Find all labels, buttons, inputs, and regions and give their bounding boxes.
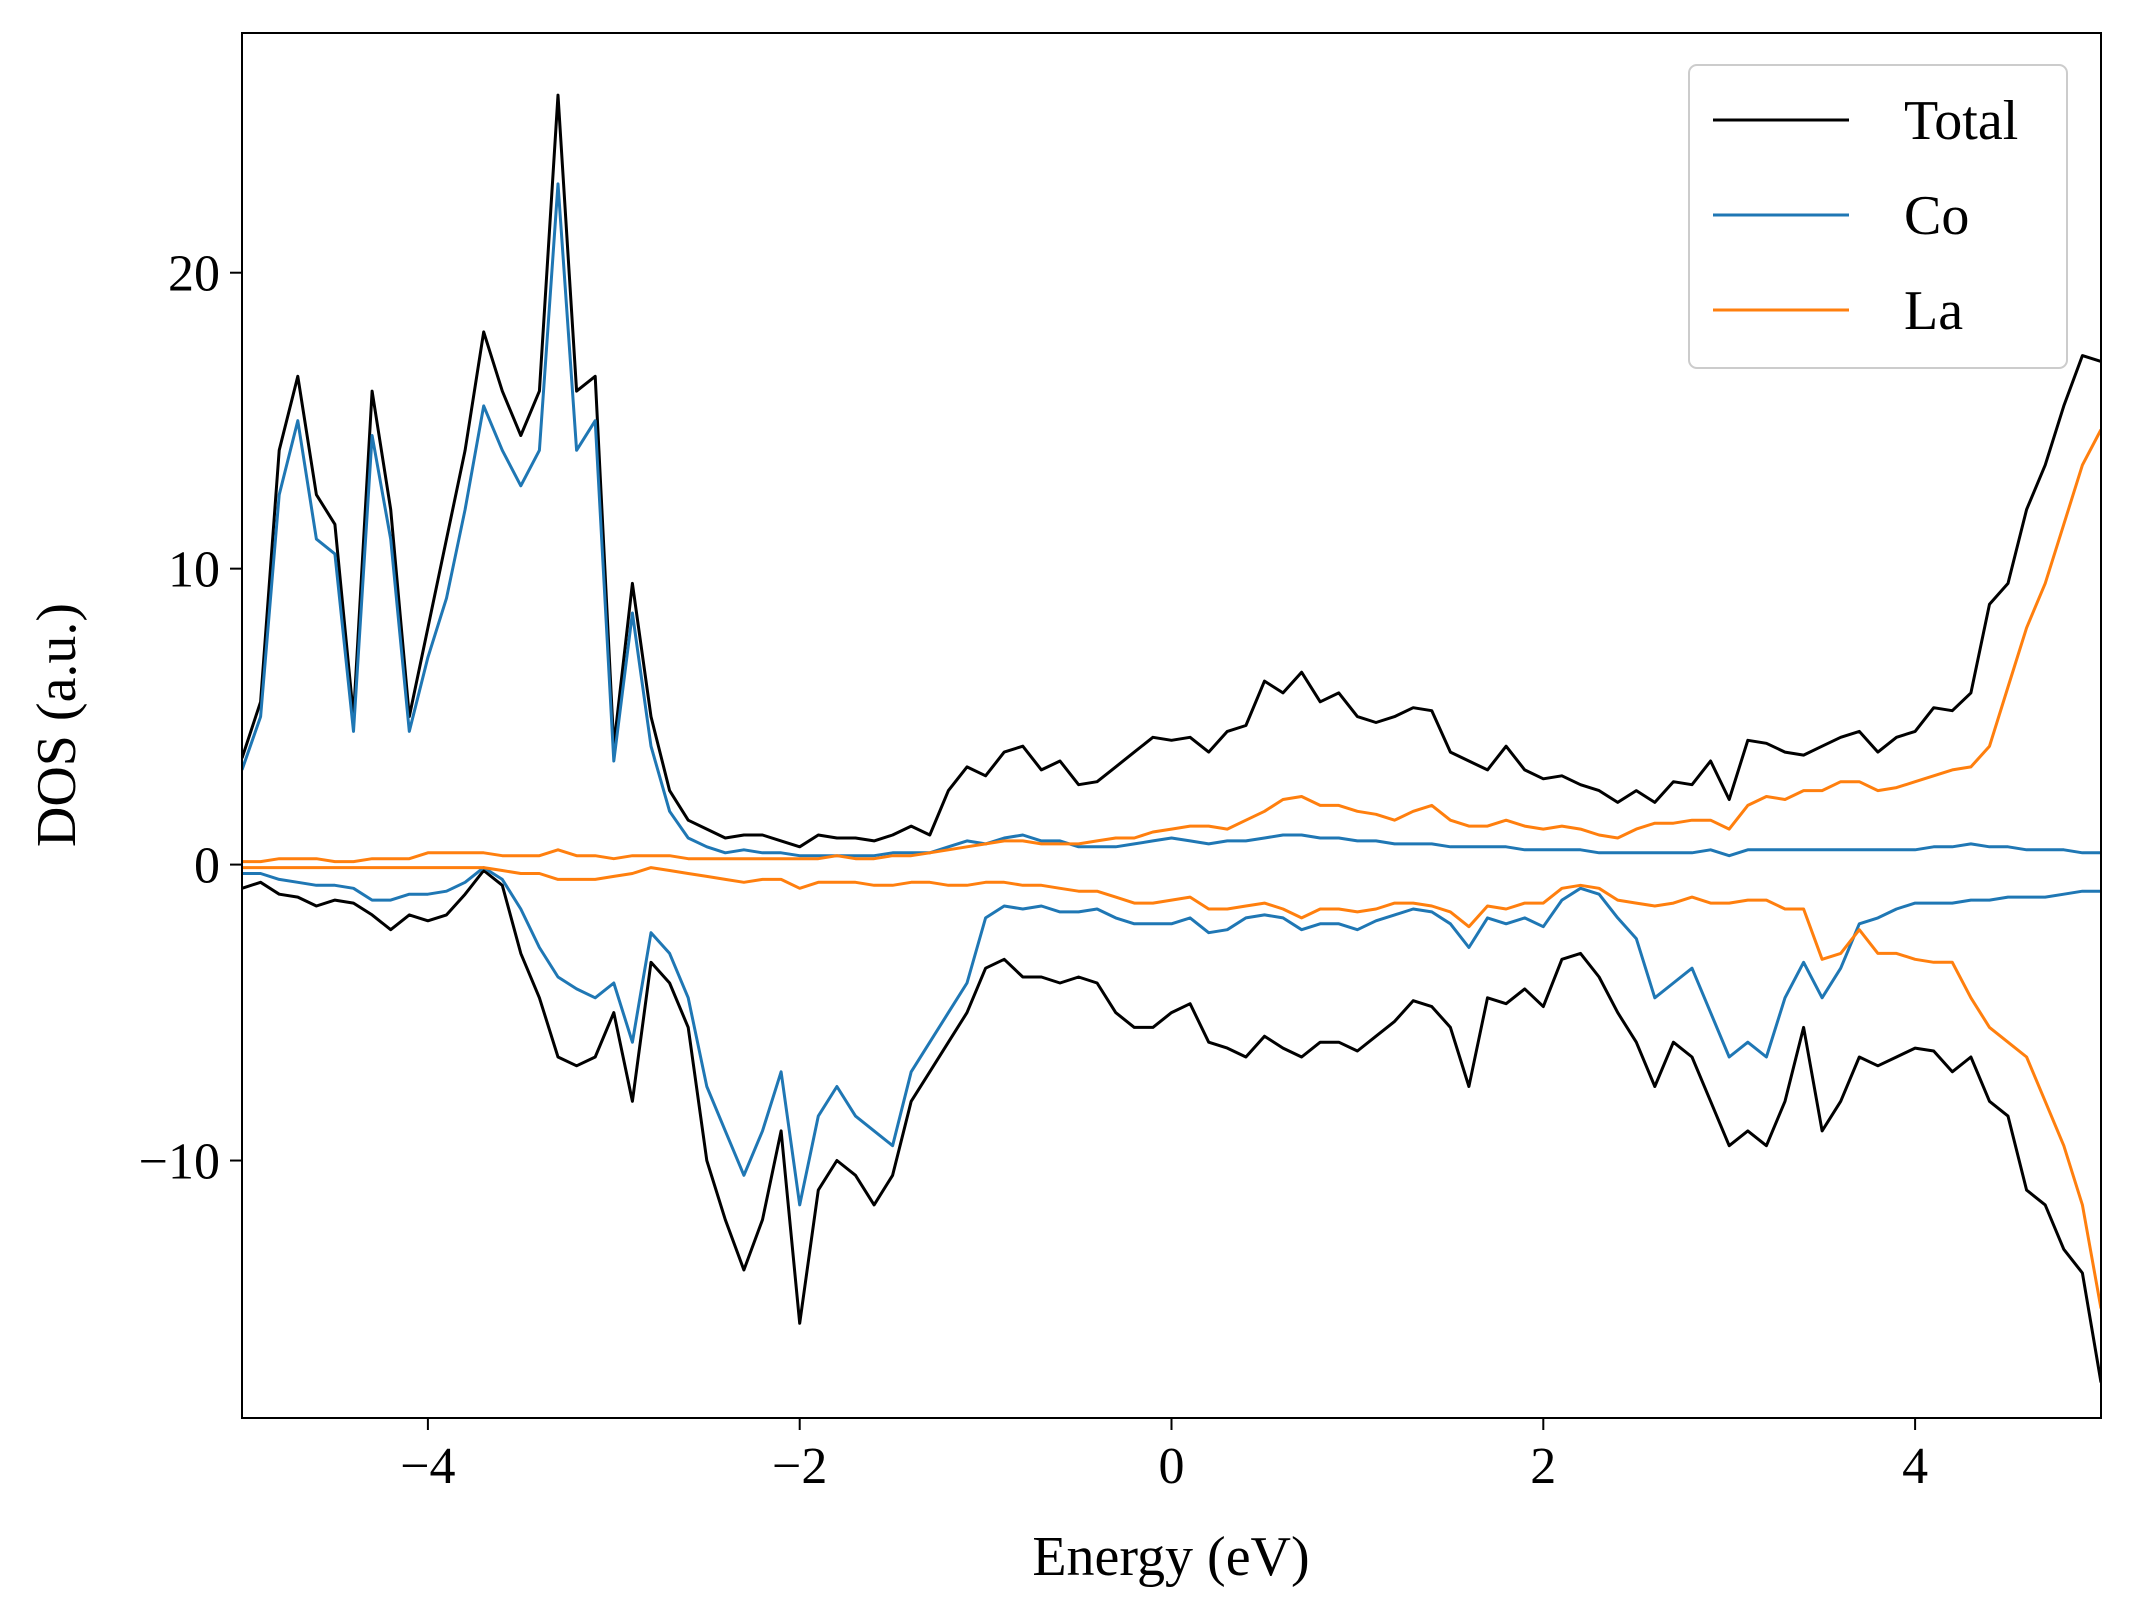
x-tick-label: 4 xyxy=(1902,1438,1928,1495)
series-line xyxy=(242,866,2101,1309)
series-line xyxy=(242,866,2101,1207)
legend-box xyxy=(1688,64,2068,369)
legend-label: Co xyxy=(1904,185,1969,247)
x-tick-label: −2 xyxy=(772,1438,827,1495)
y-axis-label: DOS (a.u.) xyxy=(26,603,88,847)
legend-label: La xyxy=(1904,280,1963,342)
plot-area xyxy=(242,93,2101,1383)
series-line xyxy=(242,869,2101,1383)
x-tick-label: 2 xyxy=(1530,1438,1556,1495)
y-tick-label: −10 xyxy=(139,1134,220,1191)
x-tick-label: 0 xyxy=(1159,1438,1185,1495)
legend-label: Total xyxy=(1904,90,2018,152)
y-tick-label: 10 xyxy=(168,542,220,599)
y-tick-label: 20 xyxy=(168,246,220,303)
x-axis-label: Energy (eV) xyxy=(1032,1526,1309,1588)
legend: Total Co La xyxy=(1688,64,2068,369)
series-line xyxy=(242,93,2101,849)
series-line xyxy=(242,182,2101,858)
y-tick-label: 0 xyxy=(194,838,220,895)
x-tick-label: −4 xyxy=(400,1438,455,1495)
series-line xyxy=(242,428,2101,864)
